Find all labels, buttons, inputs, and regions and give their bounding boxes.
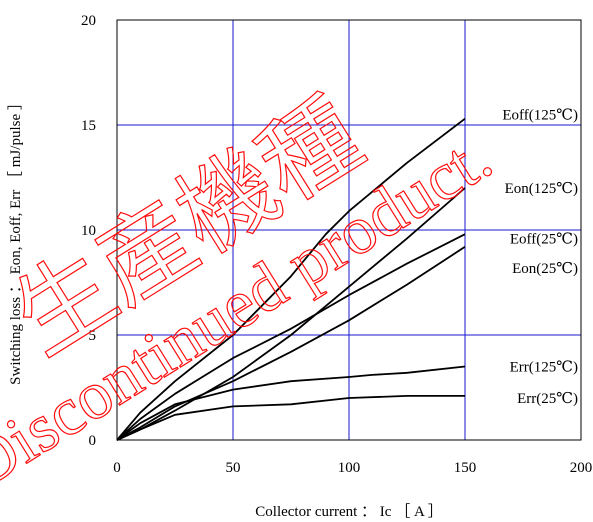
x-tick-label: 0 bbox=[113, 460, 121, 476]
y-tick-label: 10 bbox=[81, 223, 96, 239]
series-label: Err(125℃) bbox=[510, 360, 578, 376]
series-line bbox=[116, 117, 466, 441]
plot-area-frame bbox=[116, 19, 582, 441]
series-label: Eon(25℃) bbox=[512, 261, 578, 277]
grid-lines bbox=[117, 20, 581, 440]
series-line bbox=[116, 246, 466, 441]
series-line bbox=[116, 394, 465, 441]
series-label: Eoff(25℃) bbox=[510, 231, 578, 247]
y-tick-label: 5 bbox=[89, 328, 97, 344]
x-tick-label: 150 bbox=[454, 460, 477, 476]
x-tick-label: 200 bbox=[570, 460, 593, 476]
discontinued-watermark: 生産機種 Discontinued product. bbox=[0, 77, 505, 503]
x-axis-label: Collector current ： Ic ［ A ］ bbox=[255, 503, 442, 520]
x-tick-label: 100 bbox=[338, 460, 361, 476]
series-layer bbox=[116, 117, 466, 441]
y-tick-labels: 0 5 10 15 20 bbox=[81, 13, 96, 449]
x-tick-label: 50 bbox=[226, 460, 241, 476]
y-tick-label: 20 bbox=[81, 13, 96, 29]
series-line bbox=[116, 233, 466, 441]
series-labels: Eoff(125℃) Eon(125℃) Eoff(25℃) Eon(25℃) Err(… bbox=[502, 108, 578, 408]
y-tick-label: 0 bbox=[89, 433, 97, 449]
series-line bbox=[116, 365, 466, 441]
series-label: Eoff(125℃) bbox=[502, 108, 578, 124]
x-tick-labels: 0 50 100 150 200 bbox=[113, 460, 592, 476]
y-axis-label: Switching loss ： Eon, Eoff, Err ［ mJ/pul… bbox=[7, 95, 24, 385]
series-label: Eon(125℃) bbox=[505, 181, 578, 197]
y-tick-label: 15 bbox=[81, 118, 96, 134]
series-label: Err(25℃) bbox=[517, 391, 578, 407]
